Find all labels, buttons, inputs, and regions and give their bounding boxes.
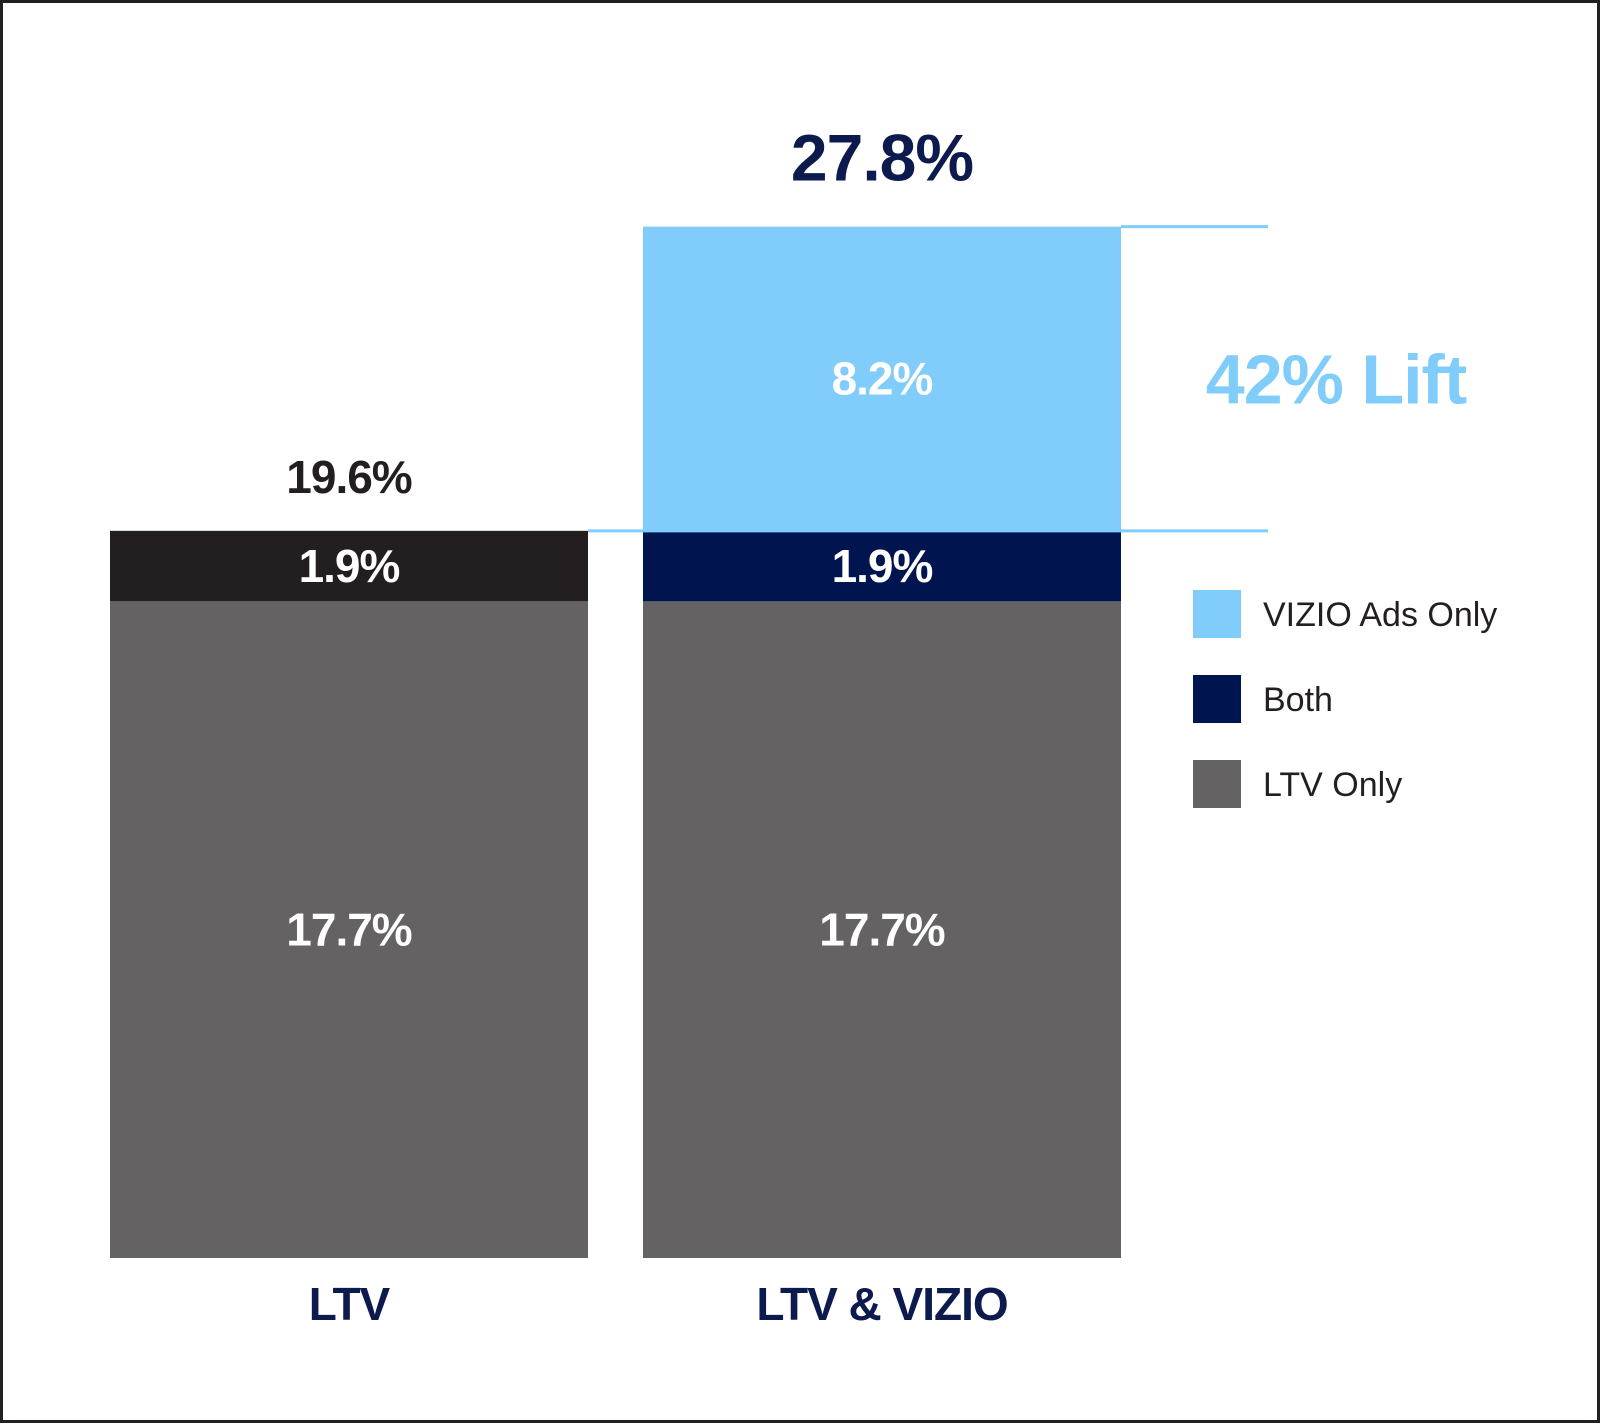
data-label-ltv-ltv-only: 17.7% bbox=[286, 904, 412, 956]
category-label-ltv: LTV bbox=[309, 1278, 391, 1330]
legend-swatch-ltv-only bbox=[1193, 760, 1241, 808]
data-label-ltv-both: 1.9% bbox=[299, 540, 400, 592]
bar-ltv-ltv-only bbox=[110, 601, 588, 1258]
legend-label-ltv-only: LTV Only bbox=[1263, 766, 1402, 804]
total-label-ltv: 19.6% bbox=[286, 451, 412, 503]
legend-label-vizio-ads-only: VIZIO Ads Only bbox=[1263, 596, 1497, 634]
lift-label: 42% Lift bbox=[1206, 341, 1467, 419]
legend-swatch-both bbox=[1193, 675, 1241, 723]
category-label-ltv-vizio: LTV & VIZIO bbox=[756, 1278, 1007, 1330]
lift-annotation: 42% Lift bbox=[588, 225, 1468, 533]
data-label-ltv-vizio-both: 1.9% bbox=[832, 540, 933, 592]
legend-swatch-vizio-ads-only bbox=[1193, 590, 1241, 638]
data-label-ltv-vizio-ltv-only: 17.7% bbox=[819, 904, 945, 956]
bar-ltv-vizio-ltv-only bbox=[643, 601, 1121, 1258]
legend: VIZIO Ads Only Both LTV Only bbox=[1193, 590, 1497, 808]
data-label-ltv-vizio-vizio-ads-only: 8.2% bbox=[832, 353, 933, 405]
bar-ltv-vizio-both bbox=[643, 530, 1121, 602]
bar-ltv-vizio-vizio-ads-only bbox=[643, 226, 1121, 531]
legend-label-both: Both bbox=[1263, 681, 1333, 719]
stacked-bar-chart: 17.7% 1.9% 19.6% LTV 17.7% 1.9% 8.2% 27.8% LTV &… bbox=[110, 121, 1497, 1330]
labels-layer: 17.7% 1.9% 19.6% LTV 17.7% 1.9% 8.2% 27.8% LTV &… bbox=[286, 121, 1008, 1330]
total-label-ltv-vizio: 27.8% bbox=[791, 121, 973, 195]
bar-ltv-both bbox=[110, 530, 588, 602]
bars-layer bbox=[110, 226, 1121, 1258]
